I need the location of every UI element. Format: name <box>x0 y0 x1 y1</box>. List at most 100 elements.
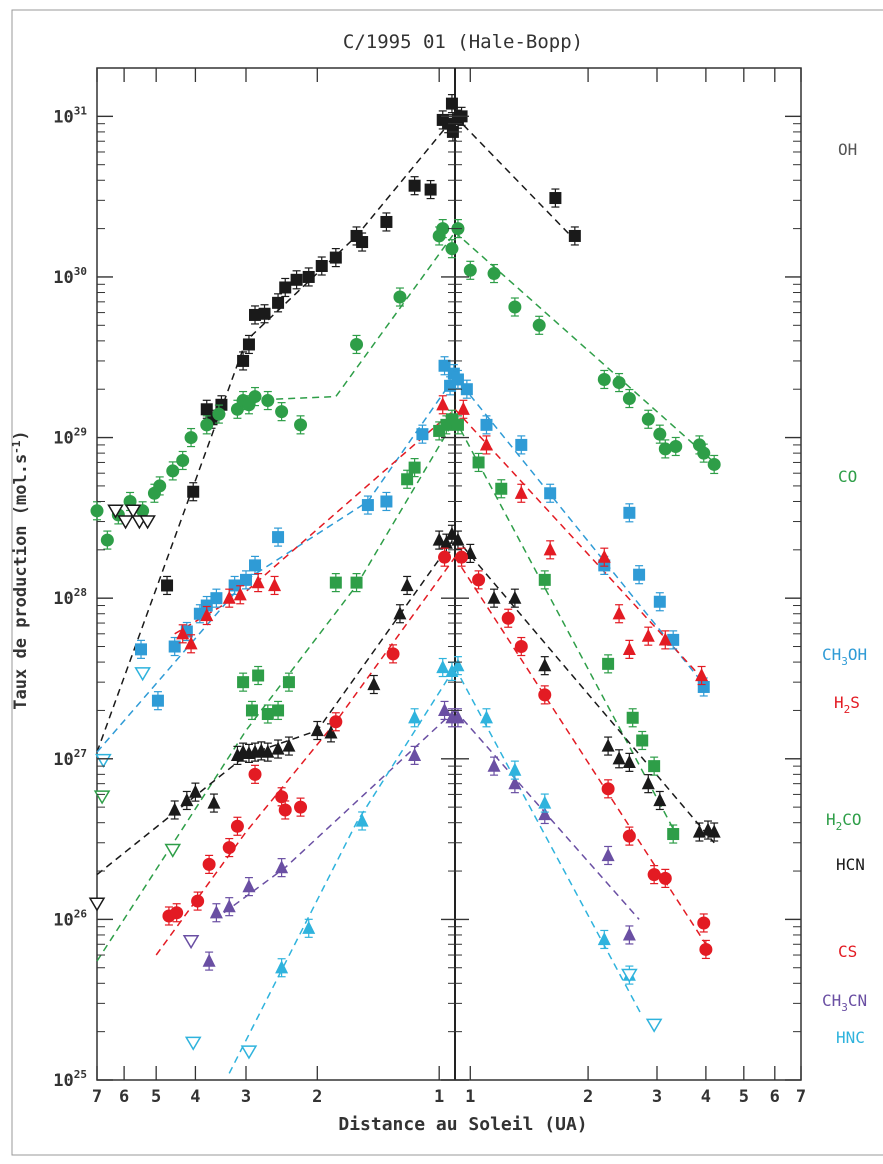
point-ch3oh-pre-12 <box>380 495 393 508</box>
upper-limit-pre-2-0 <box>95 753 112 768</box>
x-tick-label-pre-0: 7 <box>92 1087 102 1107</box>
point-h2s-pre-5 <box>251 575 265 589</box>
x-tick-label-post-3: 4 <box>701 1087 711 1107</box>
upper-limit-pre-2-1 <box>134 667 151 682</box>
point-cs-post-5 <box>601 782 615 796</box>
point-h2co-post-0 <box>451 418 464 431</box>
point-oh-pre-22 <box>445 97 458 110</box>
point-cs-post-6 <box>622 829 636 843</box>
upper-limit-pre-0-5 <box>139 515 156 530</box>
fit-line-post-co <box>454 231 715 463</box>
point-oh-post-2 <box>549 192 562 205</box>
point-ch3oh-pre-1 <box>151 694 164 707</box>
point-h2s-post-6 <box>622 641 636 655</box>
point-ch3cn-post-0 <box>451 710 465 724</box>
point-ch3oh-pre-0 <box>135 643 148 656</box>
point-hcn-pre-18 <box>439 535 453 549</box>
point-ch3cn-pre-5 <box>408 747 422 761</box>
point-hnc-post-1 <box>479 710 493 724</box>
point-ch3cn-post-3 <box>538 807 552 821</box>
legend-h2co-sub: 2 <box>836 820 843 833</box>
axis-ticks: 7 6 5 4 3 2 1 1 2 3 4 5 6 710251026102710281029103010… <box>53 68 806 1107</box>
point-h2s-pre-0 <box>176 626 190 640</box>
point-hnc-pre-2 <box>355 813 369 827</box>
y-tick-label-3: 1028 <box>53 586 87 609</box>
legend-ch3oh-sub: 3 <box>841 655 848 668</box>
point-co-pre-7 <box>166 464 180 478</box>
point-oh-pre-18 <box>408 179 421 192</box>
y-axis-label: Taux de production (mol.s-1) <box>10 430 31 709</box>
point-co-pre-0 <box>90 504 104 518</box>
point-co-pre-19 <box>350 337 364 351</box>
point-oh-pre-16 <box>356 236 369 249</box>
fit-line-pre-ch3oh <box>96 376 456 753</box>
legend-h2co-b: CO <box>842 810 861 829</box>
x-tick-label-pre-5: 2 <box>312 1087 322 1107</box>
point-ch3cn-post-4 <box>601 848 615 862</box>
point-hcn-pre-3 <box>207 795 221 809</box>
upper-limit-post-0-1 <box>645 1018 663 1033</box>
upper-limit-pre-0-1 <box>107 504 124 519</box>
x-tick-label-pre-1: 6 <box>119 1087 129 1107</box>
legend-cs: CS <box>838 942 857 961</box>
point-cs-post-7 <box>647 868 661 882</box>
point-oh-pre-6 <box>242 338 255 351</box>
fit-line-pre-hcn <box>96 536 456 876</box>
point-hcn-post-8 <box>641 776 655 790</box>
point-co-post-3 <box>508 300 522 314</box>
point-co-pre-9 <box>184 431 198 445</box>
point-oh-pre-8 <box>258 307 271 320</box>
point-ch3oh-pre-14 <box>438 359 451 372</box>
x-tick-label-post-4: 5 <box>739 1087 749 1107</box>
legend-ch3oh: CH3OH <box>822 645 867 668</box>
fit-line-post-h2s <box>454 408 703 679</box>
chart-title: C/1995 01 (Hale-Bopp) <box>343 31 583 53</box>
point-oh-pre-12 <box>302 270 315 283</box>
point-oh-pre-14 <box>329 251 342 264</box>
point-cs-pre-12 <box>438 550 452 564</box>
point-ch3oh-post-4 <box>544 487 557 500</box>
fit-line-post-ch3cn <box>454 709 640 920</box>
point-ch3oh-pre-2 <box>168 640 181 653</box>
point-cs-pre-5 <box>230 819 244 833</box>
point-ch3cn-pre-3 <box>242 879 256 893</box>
point-h2s-post-1 <box>479 437 493 451</box>
point-ch3oh-post-7 <box>633 568 646 581</box>
legend-ch3cn-a: CH <box>822 991 841 1010</box>
point-hcn-pre-19 <box>445 526 459 540</box>
point-oh-pre-0 <box>187 485 200 498</box>
point-hnc-pre-3 <box>408 710 422 724</box>
point-h2co-pre-8 <box>401 473 414 486</box>
point-h2co-pre-5 <box>282 676 295 689</box>
point-co-pre-16 <box>261 394 275 408</box>
point-oh-pre-9 <box>272 296 285 309</box>
point-h2s-pre-6 <box>268 577 282 592</box>
legend: OH CO CH3OH H2S H2CO HCN CS CH3CN HNC <box>822 140 867 1047</box>
point-hcn-pre-11 <box>282 738 296 752</box>
point-h2s-post-3 <box>543 542 557 556</box>
point-oh-post-3 <box>568 229 581 242</box>
point-hcn-pre-13 <box>324 725 338 739</box>
point-hcn-pre-12 <box>310 723 324 737</box>
point-ch3oh-pre-9 <box>249 559 262 572</box>
point-co-pre-10 <box>200 418 214 432</box>
point-h2co-pre-3 <box>261 708 274 721</box>
upper-limit-pre-0-2 <box>117 515 134 530</box>
point-co-pre-8 <box>176 453 190 467</box>
point-h2co-pre-0 <box>237 676 250 689</box>
point-hcn-pre-1 <box>180 793 194 807</box>
point-ch3oh-pre-11 <box>361 499 374 512</box>
point-ch3oh-post-2 <box>480 418 493 431</box>
point-cs-post-4 <box>538 688 552 702</box>
point-hcn-post-4 <box>538 658 552 672</box>
point-h2co-post-6 <box>636 734 649 747</box>
upper-limit-pre-0-0 <box>88 897 106 912</box>
point-cs-post-8 <box>658 871 672 885</box>
point-co-pre-6 <box>153 479 167 493</box>
point-ch3oh-pre-13 <box>416 428 429 441</box>
point-hnc-pre-4 <box>436 660 450 674</box>
point-hcn-pre-16 <box>400 577 414 592</box>
